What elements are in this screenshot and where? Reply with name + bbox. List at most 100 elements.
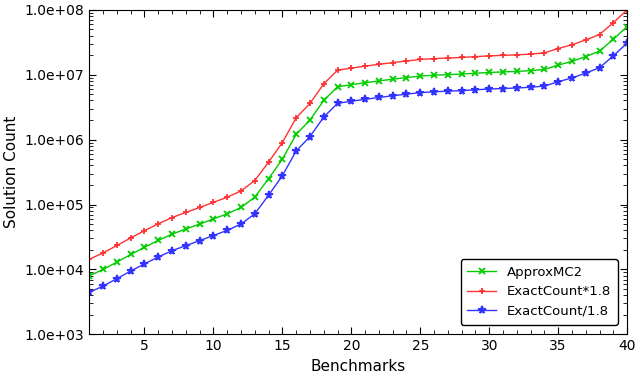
ApproxMC2 — [348, 82, 355, 87]
ExactCount/1.8 — [568, 76, 576, 80]
ApproxMC2 — [361, 81, 369, 85]
ExactCount/1.8 — [499, 86, 507, 91]
ExactCount*1.8 — [237, 189, 245, 193]
ExactCount/1.8 — [430, 90, 438, 94]
ExactCount*1.8 — [251, 178, 259, 183]
ExactCount*1.8 — [113, 243, 121, 248]
ApproxMC2 — [278, 157, 286, 161]
ApproxMC2 — [292, 132, 300, 137]
ExactCount*1.8 — [182, 210, 189, 215]
ExactCount*1.8 — [196, 205, 204, 210]
ExactCount*1.8 — [320, 82, 328, 86]
ExactCount*1.8 — [541, 51, 548, 55]
ExactCount*1.8 — [168, 215, 176, 220]
ApproxMC2 — [582, 54, 589, 59]
ExactCount/1.8 — [403, 92, 410, 96]
Line: ExactCount/1.8: ExactCount/1.8 — [86, 39, 631, 296]
ApproxMC2 — [596, 49, 604, 53]
ApproxMC2 — [237, 205, 245, 210]
ApproxMC2 — [251, 195, 259, 199]
ApproxMC2 — [113, 260, 121, 264]
ApproxMC2 — [86, 274, 93, 278]
ExactCount/1.8 — [527, 85, 534, 90]
ExactCount/1.8 — [444, 89, 452, 93]
ExactCount/1.8 — [596, 65, 604, 70]
ExactCount/1.8 — [127, 269, 134, 273]
ExactCount*1.8 — [430, 56, 438, 61]
ExactCount*1.8 — [348, 66, 355, 70]
ExactCount/1.8 — [333, 101, 341, 105]
ExactCount/1.8 — [154, 255, 162, 259]
Legend: ApproxMC2, ExactCount*1.8, ExactCount/1.8: ApproxMC2, ExactCount*1.8, ExactCount/1.… — [461, 259, 618, 325]
ExactCount*1.8 — [568, 42, 576, 47]
ApproxMC2 — [209, 217, 217, 221]
ExactCount/1.8 — [623, 41, 631, 45]
ExactCount/1.8 — [223, 228, 231, 232]
ExactCount/1.8 — [375, 95, 383, 100]
ExactCount/1.8 — [86, 290, 93, 294]
Line: ExactCount*1.8: ExactCount*1.8 — [86, 7, 630, 262]
ExactCount/1.8 — [348, 99, 355, 104]
ExactCount/1.8 — [196, 239, 204, 243]
ExactCount/1.8 — [554, 79, 562, 84]
ApproxMC2 — [458, 72, 465, 76]
ExactCount*1.8 — [458, 55, 465, 60]
ExactCount/1.8 — [361, 97, 369, 102]
ApproxMC2 — [223, 212, 231, 216]
ApproxMC2 — [568, 59, 576, 64]
ApproxMC2 — [417, 74, 424, 78]
ExactCount/1.8 — [278, 174, 286, 178]
ApproxMC2 — [623, 24, 631, 29]
ExactCount*1.8 — [444, 56, 452, 60]
ExactCount*1.8 — [99, 251, 107, 255]
ApproxMC2 — [154, 238, 162, 243]
ExactCount/1.8 — [182, 243, 189, 248]
ApproxMC2 — [389, 77, 397, 82]
ApproxMC2 — [609, 37, 617, 42]
ExactCount*1.8 — [127, 235, 134, 240]
ExactCount/1.8 — [389, 93, 397, 98]
Line: ApproxMC2: ApproxMC2 — [86, 23, 630, 279]
X-axis label: Benchmarks: Benchmarks — [310, 359, 406, 374]
ExactCount*1.8 — [141, 228, 148, 233]
ExactCount/1.8 — [306, 134, 314, 139]
ExactCount/1.8 — [541, 84, 548, 88]
ExactCount/1.8 — [141, 262, 148, 266]
ApproxMC2 — [527, 68, 534, 73]
ExactCount*1.8 — [554, 46, 562, 51]
ExactCount/1.8 — [320, 115, 328, 119]
ExactCount/1.8 — [251, 211, 259, 216]
ExactCount*1.8 — [527, 52, 534, 56]
ApproxMC2 — [499, 70, 507, 74]
ExactCount*1.8 — [292, 116, 300, 120]
ExactCount/1.8 — [237, 222, 245, 226]
ExactCount*1.8 — [596, 32, 604, 37]
ApproxMC2 — [99, 267, 107, 272]
ExactCount/1.8 — [485, 87, 493, 91]
ExactCount/1.8 — [113, 276, 121, 281]
ApproxMC2 — [513, 69, 520, 74]
ExactCount*1.8 — [154, 222, 162, 226]
Y-axis label: Solution Count: Solution Count — [4, 116, 19, 228]
ExactCount/1.8 — [209, 233, 217, 238]
ApproxMC2 — [554, 63, 562, 67]
ExactCount/1.8 — [417, 90, 424, 95]
ExactCount/1.8 — [458, 88, 465, 93]
ApproxMC2 — [320, 98, 328, 103]
ExactCount*1.8 — [86, 257, 93, 262]
ExactCount*1.8 — [499, 53, 507, 57]
ExactCount*1.8 — [403, 59, 410, 63]
ExactCount*1.8 — [609, 20, 617, 25]
ApproxMC2 — [375, 79, 383, 83]
ExactCount*1.8 — [417, 57, 424, 62]
ApproxMC2 — [472, 71, 479, 76]
ApproxMC2 — [541, 67, 548, 72]
ExactCount*1.8 — [278, 140, 286, 145]
ExactCount*1.8 — [582, 38, 589, 42]
ExactCount*1.8 — [223, 195, 231, 200]
ExactCount/1.8 — [292, 149, 300, 153]
ExactCount*1.8 — [472, 54, 479, 59]
ExactCount*1.8 — [389, 60, 397, 65]
ExactCount*1.8 — [361, 64, 369, 68]
ExactCount*1.8 — [333, 68, 341, 73]
